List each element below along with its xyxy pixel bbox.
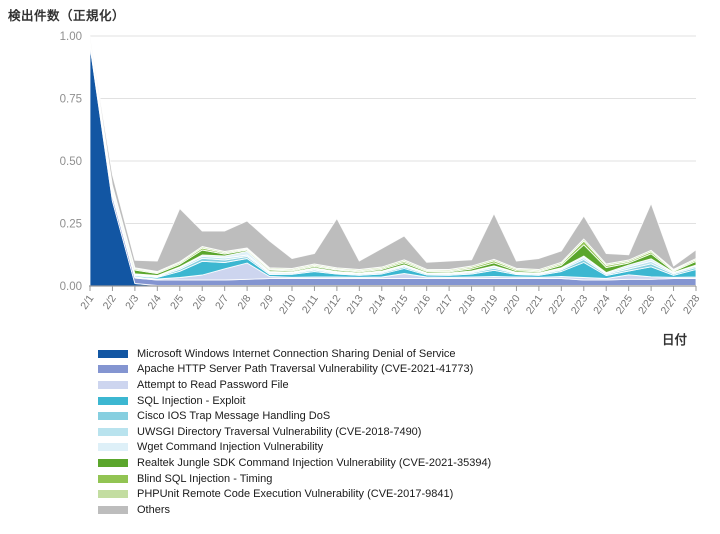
legend-item-apache-path-traversal: Apache HTTP Server Path Traversal Vulner… <box>98 362 491 378</box>
x-tick-label: 2/11 <box>300 293 321 316</box>
y-tick-label: 1.00 <box>60 31 82 43</box>
legend-swatch <box>98 427 128 436</box>
legend-item-others: Others <box>98 502 491 518</box>
x-tick-label: 2/2 <box>101 293 119 312</box>
x-tick-label: 2/22 <box>546 293 568 317</box>
legend-swatch <box>98 380 128 389</box>
legend-swatch <box>98 505 128 514</box>
x-tick-label: 2/23 <box>569 293 591 317</box>
legend-swatch <box>98 349 128 358</box>
x-tick-label: 2/24 <box>591 293 613 317</box>
x-tick-label: 2/26 <box>636 293 658 317</box>
x-tick-label: 2/8 <box>235 293 253 312</box>
x-tick-label: 2/17 <box>434 293 456 317</box>
legend-item-cisco-ios-trap-dos: Cisco IOS Trap Message Handling DoS <box>98 408 491 424</box>
x-tick-label: 2/15 <box>389 293 411 317</box>
y-tick-label: 0.25 <box>60 219 82 231</box>
legend-label: SQL Injection - Exploit <box>137 394 246 407</box>
legend-swatch <box>98 458 128 467</box>
legend-swatch <box>98 474 128 483</box>
legend-swatch <box>98 396 128 405</box>
x-tick-label: 2/1 <box>78 293 96 312</box>
x-tick-label: 2/14 <box>367 293 389 317</box>
y-tick-label: 0.50 <box>60 156 82 168</box>
area-series-others <box>89 35 697 272</box>
x-tick-label: 2/20 <box>501 293 523 317</box>
legend-label: Attempt to Read Password File <box>137 378 289 391</box>
legend-label: Wget Command Injection Vulnerability <box>137 441 324 454</box>
x-tick-label: 2/9 <box>258 293 276 312</box>
legend-label: Realtek Jungle SDK Command Injection Vul… <box>137 456 492 469</box>
legend-item-uwsgi-directory-traversal: UWSGI Directory Traversal Vulnerability … <box>98 424 491 440</box>
legend-swatch <box>98 490 128 499</box>
legend-item-wget-command-injection: Wget Command Injection Vulnerability <box>98 440 491 456</box>
x-tick-label: 2/19 <box>479 293 501 317</box>
legend-label: Others <box>137 503 171 516</box>
x-tick-label: 2/7 <box>213 293 231 312</box>
legend-item-attempt-read-password-file: Attempt to Read Password File <box>98 377 491 393</box>
x-tick-label: 2/28 <box>681 293 703 317</box>
legend-label: UWSGI Directory Traversal Vulnerability … <box>137 425 422 438</box>
chart-legend: Microsoft Windows Internet Connection Sh… <box>98 346 491 518</box>
x-axis-title: 日付 <box>661 333 687 347</box>
y-tick-label: 0.00 <box>60 281 82 293</box>
legend-label: Blind SQL Injection - Timing <box>137 472 273 485</box>
legend-label: Cisco IOS Trap Message Handling DoS <box>137 410 331 423</box>
legend-item-phpunit-rce: PHPUnit Remote Code Execution Vulnerabil… <box>98 486 491 502</box>
chart-y-axis-title: 検出件数（正規化） <box>8 9 126 23</box>
y-tick-label: 0.75 <box>60 94 82 106</box>
x-tick-label: 2/13 <box>344 293 366 317</box>
legend-item-sql-injection-exploit: SQL Injection - Exploit <box>98 393 491 409</box>
x-tick-label: 2/25 <box>614 293 636 317</box>
x-tick-label: 2/18 <box>457 293 479 317</box>
legend-item-ms-windows-ics-dos: Microsoft Windows Internet Connection Sh… <box>98 346 491 362</box>
legend-item-blind-sql-injection-timing: Blind SQL Injection - Timing <box>98 471 491 487</box>
legend-swatch <box>98 443 128 452</box>
legend-label: Apache HTTP Server Path Traversal Vulner… <box>137 363 474 376</box>
x-tick-label: 2/5 <box>168 293 186 312</box>
x-tick-label: 2/3 <box>123 293 141 312</box>
x-tick-label: 2/6 <box>190 293 208 312</box>
x-tick-label: 2/21 <box>524 293 546 317</box>
legend-label: PHPUnit Remote Code Execution Vulnerabil… <box>137 488 454 501</box>
legend-label: Microsoft Windows Internet Connection Sh… <box>137 347 456 360</box>
stacked-area-plot: 0.00 0.25 0.50 0.75 1.00 2/1 2/2 2/3 2/4 2/5 2/6 2/… <box>60 31 703 317</box>
x-tick-label: 2/12 <box>322 293 344 317</box>
x-tick-label: 2/4 <box>146 293 164 312</box>
x-tick-label: 2/27 <box>659 293 681 317</box>
legend-swatch <box>98 365 128 374</box>
legend-swatch <box>98 412 128 421</box>
x-tick-label: 2/16 <box>412 293 434 317</box>
legend-item-realtek-sdk-command-injection: Realtek Jungle SDK Command Injection Vul… <box>98 455 491 471</box>
x-tick-label: 2/10 <box>277 293 299 317</box>
